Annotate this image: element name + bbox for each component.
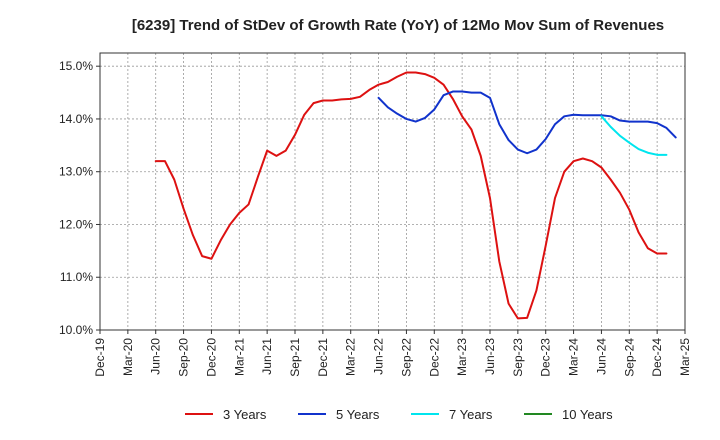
series-lines: [154, 71, 677, 320]
x-tick-label: Mar-24: [567, 338, 581, 376]
y-tick-label: 12.0%: [59, 217, 93, 231]
legend: 3 Years 5 Years 7 Years 10 Years: [185, 407, 613, 422]
x-tick-label: Dec-20: [204, 338, 218, 377]
y-tick-label: 13.0%: [59, 165, 93, 179]
x-tick-label: Jun-20: [149, 338, 163, 375]
x-tick-label: Mar-23: [455, 338, 469, 376]
x-tick-label: Jun-24: [594, 338, 608, 375]
x-tick-label: Sep-20: [177, 338, 191, 377]
x-tick-label: Dec-24: [650, 338, 664, 377]
legend-label-10-years: 10 Years: [562, 407, 613, 422]
x-tick-label: Sep-22: [399, 338, 413, 377]
legend-label-7-years: 7 Years: [449, 407, 493, 422]
x-tick-label: Jun-21: [260, 338, 274, 375]
x-tick-label: Mar-21: [232, 338, 246, 376]
plot-background: [100, 53, 685, 330]
x-tick-label: Dec-21: [316, 338, 330, 377]
x-tick-label: Dec-23: [539, 338, 553, 377]
y-tick-label: 14.0%: [59, 112, 93, 126]
series-line-3-years: [154, 71, 668, 320]
chart-title: [6239] Trend of StDev of Growth Rate (Yo…: [132, 17, 664, 34]
plot-frame: [99, 52, 686, 331]
legend-label-3-years: 3 Years: [223, 407, 267, 422]
series-line-7-years: [600, 115, 668, 156]
x-tick-label: Mar-25: [678, 338, 692, 376]
legend-label-5-years: 5 Years: [336, 407, 380, 422]
x-tick-label: Dec-22: [427, 338, 441, 377]
x-tick-label: Sep-21: [288, 338, 302, 377]
x-tick-label: Mar-20: [121, 338, 135, 376]
y-tick-label: 10.0%: [59, 323, 93, 337]
x-tick-label: Dec-19: [93, 338, 107, 377]
x-tick-label: Jun-22: [372, 338, 386, 375]
series-line-5-years: [377, 90, 677, 155]
axes: Dec-19 Mar-20 Jun-20 Sep-20 Dec-20 Mar-21 Jun-…: [59, 52, 692, 377]
x-tick-label: Sep-24: [622, 338, 636, 377]
y-tick-label: 15.0%: [59, 59, 93, 73]
plot-area: [100, 53, 685, 330]
x-tick-label: Jun-23: [483, 338, 497, 375]
x-tick-label: Sep-23: [511, 338, 525, 377]
x-tick-label: Mar-22: [344, 338, 358, 376]
y-tick-label: 11.0%: [60, 270, 93, 284]
